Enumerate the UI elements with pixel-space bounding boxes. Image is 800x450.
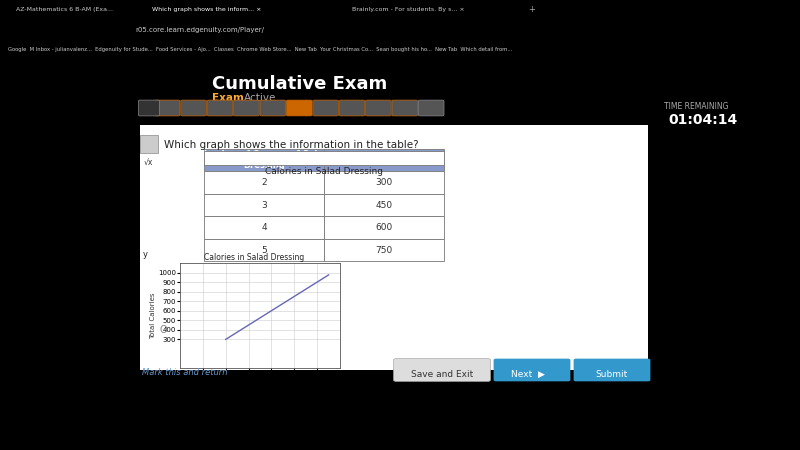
Text: Cumulative Exam: Cumulative Exam xyxy=(212,75,387,93)
Text: Calories in Salad Dressing: Calories in Salad Dressing xyxy=(265,167,383,176)
Text: Calories in Salad Dressing: Calories in Salad Dressing xyxy=(204,253,304,262)
Text: ✎: ✎ xyxy=(144,104,151,112)
Text: Save and Exit: Save and Exit xyxy=(411,370,474,379)
Text: AZ-Mathematics 6 B-AM (Exa...: AZ-Mathematics 6 B-AM (Exa... xyxy=(16,8,113,13)
Text: Active: Active xyxy=(244,93,276,103)
Text: +: + xyxy=(528,5,535,14)
Text: Next  ▶: Next ▶ xyxy=(511,370,545,379)
Text: Which graph shows the information in the table?: Which graph shows the information in the… xyxy=(164,140,418,150)
Text: Which graph shows the inform... ×: Which graph shows the inform... × xyxy=(152,8,262,13)
Text: Brainly.com - For students. By s... ×: Brainly.com - For students. By s... × xyxy=(352,8,465,13)
Text: O: O xyxy=(160,325,168,335)
Text: Google  M Inbox - julianvalenz...  Edgenuity for Stude...  Food Services - Ajo..: Google M Inbox - julianvalenz... Edgenui… xyxy=(8,46,512,51)
Text: Submit: Submit xyxy=(595,370,627,379)
Y-axis label: Total Calories: Total Calories xyxy=(150,292,157,339)
Text: r05.core.learn.edgenuity.com/Player/: r05.core.learn.edgenuity.com/Player/ xyxy=(135,27,265,33)
Text: √x: √x xyxy=(144,158,154,166)
Text: 01:04:14: 01:04:14 xyxy=(668,113,738,127)
Text: y: y xyxy=(142,250,147,259)
Text: Exam: Exam xyxy=(212,93,244,103)
Text: TIME REMAINING: TIME REMAINING xyxy=(664,102,729,111)
Text: Mark this and return: Mark this and return xyxy=(142,368,228,377)
